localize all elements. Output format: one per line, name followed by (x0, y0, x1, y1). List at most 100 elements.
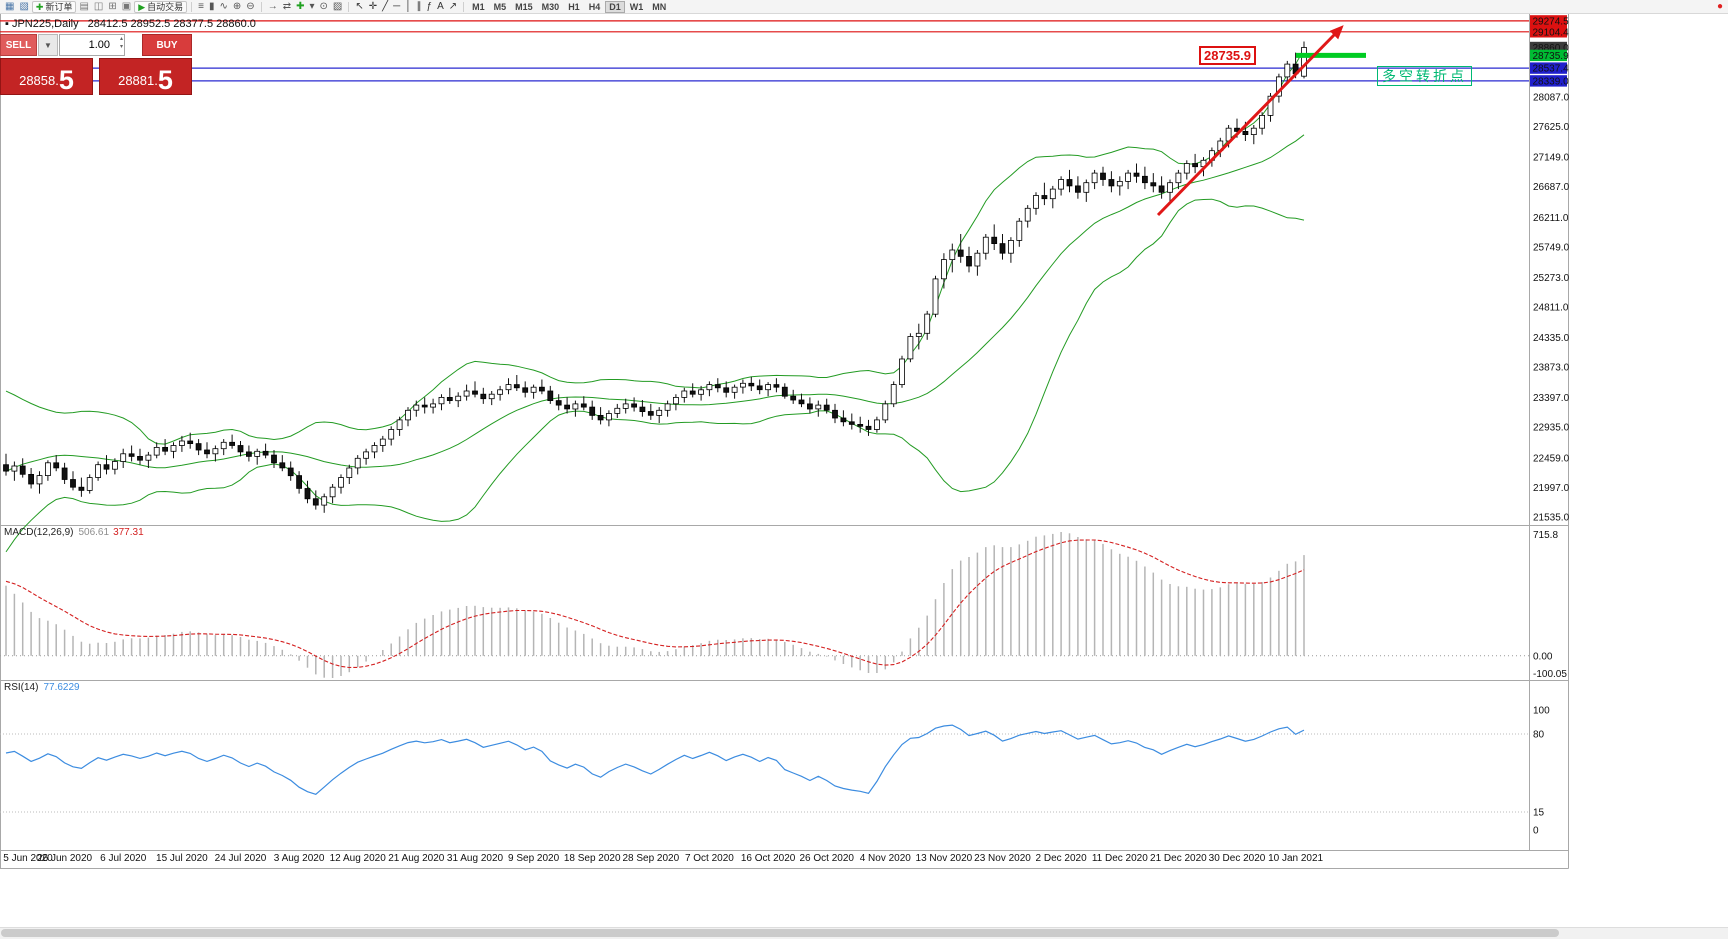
text-label-icon[interactable]: A (437, 0, 444, 12)
volume-input[interactable] (59, 34, 125, 56)
rsi-label: RSI(14) 77.6229 (4, 682, 80, 693)
rsi-panel (0, 733, 1529, 813)
spin-down-icon[interactable]: ▾ (119, 44, 123, 51)
svg-text:22459.0: 22459.0 (1533, 453, 1570, 464)
svg-text:21535.0: 21535.0 (1533, 512, 1570, 523)
toolbar-separator-2 (260, 1, 262, 12)
tf-mn[interactable]: MN (648, 1, 670, 13)
spin-up-icon[interactable]: ▴ (119, 36, 123, 42)
buy-price: 28881. (118, 73, 158, 88)
svg-text:28860.0: 28860.0 (1533, 43, 1570, 54)
sell-button[interactable]: SELL (0, 34, 37, 56)
price-annotation[interactable]: 28735.9 (1199, 46, 1256, 65)
line-chart-icon[interactable]: ∿ (219, 0, 228, 12)
indicators-icon[interactable]: ✚ (296, 0, 305, 12)
cursor-icon[interactable]: ↖ (355, 0, 364, 12)
bar-chart-icon[interactable]: ≡ (198, 0, 204, 12)
templates-icon[interactable]: ▨ (332, 0, 343, 12)
auto-trading-button[interactable]: ▶ 自动交易 (134, 0, 188, 13)
chart-profiles-icon[interactable]: ▧ (19, 0, 29, 12)
trend-arrow (1156, 25, 1344, 217)
rsi-line (5, 724, 1305, 795)
arrow-tool-icon[interactable]: ↗ (448, 0, 458, 12)
macd-signal-value: 377.31 (113, 527, 144, 538)
scrollbar-thumb[interactable] (1, 929, 1559, 937)
svg-text:12 Aug 2020: 12 Aug 2020 (330, 853, 387, 864)
vertical-line-icon[interactable]: │ (405, 0, 412, 12)
horizontal-line-icon[interactable]: ─ (393, 0, 401, 12)
chart-symbol-period: JPN225,Daily (11, 18, 79, 30)
svg-text:100: 100 (1533, 706, 1550, 717)
svg-text:0: 0 (1533, 826, 1539, 837)
chart-title: ▪ JPN225,Daily 28412.5 28952.5 28377.5 2… (5, 18, 256, 30)
svg-text:11 Dec 2020: 11 Dec 2020 (1092, 853, 1148, 864)
zoom-in-icon[interactable]: ⊕ (232, 0, 242, 12)
crosshair-icon[interactable]: ✛ (368, 0, 378, 12)
volume-spinner[interactable]: ▴ ▾ (120, 35, 123, 52)
candlestick-series (3, 41, 1307, 513)
data-window-icon[interactable]: ◫ (93, 0, 104, 12)
toolbar-separator-1 (191, 1, 193, 12)
chart-ohlc-values: 28412.5 28952.5 28377.5 28860.0 (87, 18, 256, 30)
tf-m1[interactable]: M1 (468, 1, 489, 13)
navigator-icon[interactable]: ⊞ (108, 0, 117, 12)
tf-d1[interactable]: D1 (605, 0, 625, 13)
svg-text:80: 80 (1533, 730, 1545, 741)
svg-text:18 Sep 2020: 18 Sep 2020 (564, 853, 621, 864)
notification-icon[interactable]: ● (1716, 0, 1723, 12)
svg-text:24335.0: 24335.0 (1533, 333, 1570, 344)
toolbar-separator-4 (463, 1, 465, 12)
buy-price-tile[interactable]: 28881. 5 (99, 58, 192, 95)
horizontal-lines (0, 20, 1529, 82)
tf-w1[interactable]: W1 (626, 1, 648, 13)
turning-point-label[interactable]: 多空转折点 (1377, 66, 1472, 86)
terminal-icon[interactable]: ▣ (121, 0, 132, 12)
tf-h1[interactable]: H1 (564, 1, 584, 13)
sell-price-tile[interactable]: 28858. 5 (0, 58, 93, 95)
zoom-out-icon[interactable]: ⊖ (246, 0, 255, 12)
buy-button[interactable]: BUY (142, 34, 192, 56)
svg-text:29274.5: 29274.5 (1533, 16, 1570, 27)
new-chart-icon[interactable]: ▦ (5, 0, 15, 12)
svg-text:26687.0: 26687.0 (1533, 182, 1570, 193)
toolbar: ▦ ▧ ✚ 新订单 ▤ ◫ ⊞ ▣ ▶ 自动交易 ≡ ▮ ∿ ⊕ ⊖ → ⇄ ✚ ▾ ⊙ ▨ ↖ ✛ ╱ ─ │ ∥ ƒ A ↗ M1 M5 M… (0, 0, 1728, 14)
svg-text:28339.0: 28339.0 (1533, 76, 1570, 87)
tf-m5[interactable]: M5 (490, 1, 511, 13)
svg-text:29104.4: 29104.4 (1533, 27, 1570, 38)
macd-label: MACD(12,26,9) 506.61 377.31 (4, 527, 144, 538)
indicators-dropdown-icon[interactable]: ▾ (309, 0, 315, 12)
new-order-button[interactable]: ✚ 新订单 (31, 0, 77, 13)
order-options-dropdown[interactable]: ▼ (38, 34, 58, 56)
tf-m15[interactable]: M15 (511, 1, 537, 13)
tf-h4[interactable]: H4 (585, 1, 605, 13)
fibonacci-icon[interactable]: ƒ (426, 0, 433, 12)
svg-text:28087.0: 28087.0 (1533, 93, 1570, 104)
svg-text:715.8: 715.8 (1533, 530, 1558, 541)
trendline-icon[interactable]: ╱ (382, 0, 389, 12)
volume-field: ▴▾ (59, 34, 125, 56)
new-order-button-icon: ✚ (35, 1, 44, 12)
rsi-scale-labels: 100 80 15 0 (1533, 706, 1550, 837)
channel-icon[interactable]: ∥ (416, 0, 422, 12)
svg-text:23 Nov 2020: 23 Nov 2020 (974, 853, 1031, 864)
periods-icon[interactable]: ⊙ (319, 0, 328, 12)
market-watch-icon[interactable]: ▤ (79, 0, 89, 12)
horizontal-scrollbar[interactable] (0, 927, 1728, 939)
tf-m30[interactable]: M30 (538, 1, 564, 13)
svg-text:23397.0: 23397.0 (1533, 393, 1570, 404)
svg-text:3 Aug 2020: 3 Aug 2020 (274, 853, 325, 864)
one-click-trading-panel: SELL ▼ ▴▾ BUY 28858.5 28881.5 (0, 34, 192, 95)
auto-scroll-icon[interactable]: → (267, 0, 278, 12)
macd-signal-line (5, 539, 1305, 669)
sell-price-big-digit: 5 (58, 64, 74, 95)
candlestick-chart-icon[interactable]: ▮ (209, 0, 215, 12)
svg-text:25749.0: 25749.0 (1533, 242, 1570, 253)
chart-shift-icon[interactable]: ⇄ (282, 0, 292, 12)
svg-text:16 Oct 2020: 16 Oct 2020 (741, 853, 796, 864)
svg-text:26211.0: 26211.0 (1533, 213, 1569, 224)
buy-price-big-digit: 5 (157, 64, 173, 95)
rsi-value: 77.6229 (43, 682, 80, 693)
svg-text:-100.05: -100.05 (1533, 669, 1567, 680)
